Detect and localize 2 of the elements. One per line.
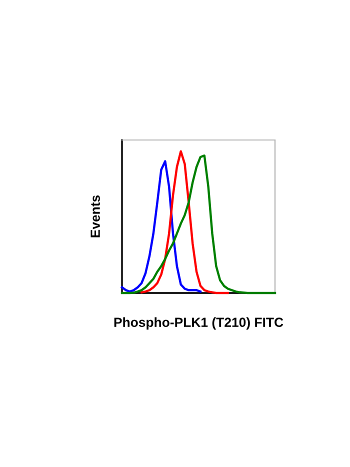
y-axis-title: Events	[90, 195, 100, 238]
x-axis-title: Phospho-PLK1 (T210) FITC	[114, 317, 284, 330]
